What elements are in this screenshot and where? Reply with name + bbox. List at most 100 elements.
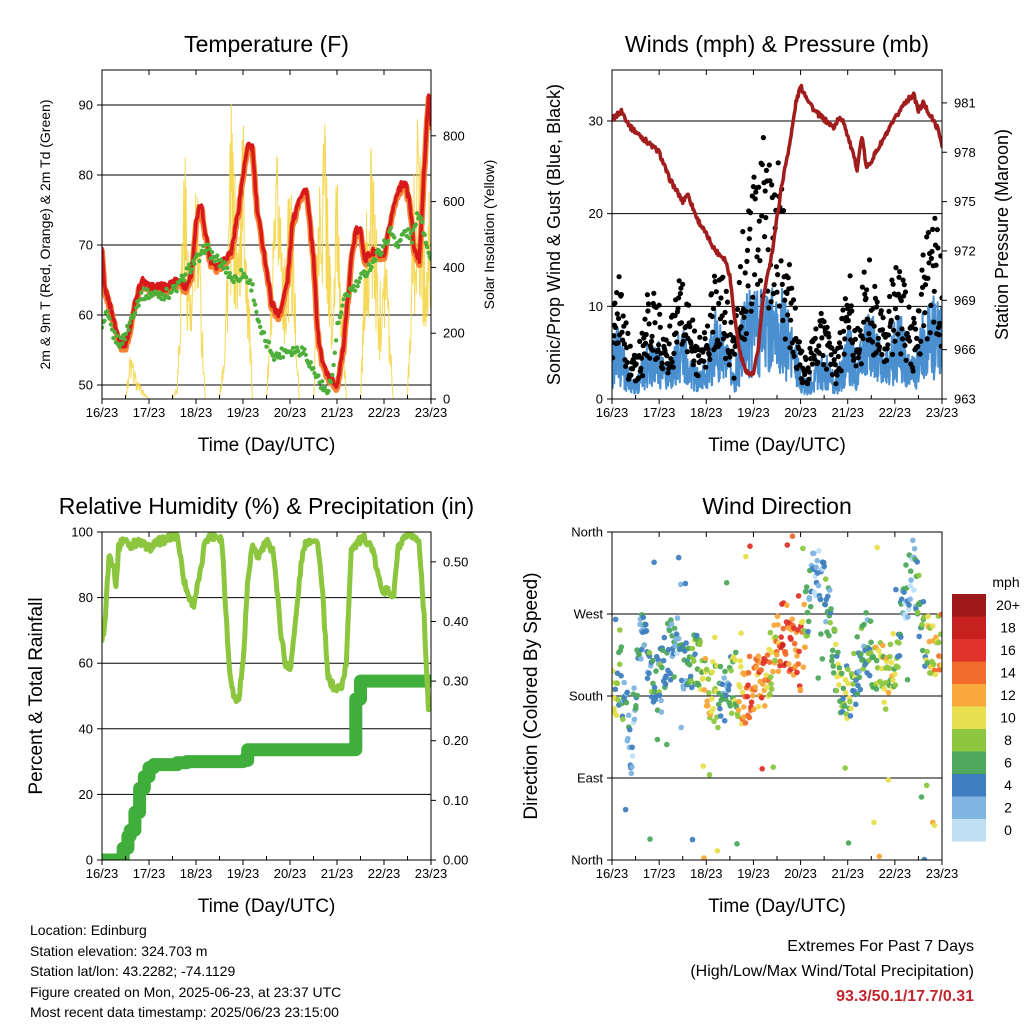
direction-point (629, 753, 636, 759)
gust-point (821, 319, 827, 325)
gust-point (657, 324, 663, 330)
dewpoint-point (102, 325, 105, 330)
direction-point (830, 663, 836, 669)
gust-point (824, 324, 830, 330)
direction-point (647, 836, 653, 842)
gust-point (856, 347, 863, 353)
gust-point (638, 365, 644, 371)
dewpoint-point (254, 309, 259, 315)
direction-point (873, 657, 880, 664)
dewpoint-point (414, 211, 420, 216)
gust-point (807, 345, 813, 351)
y-tick-label: 30 (589, 113, 603, 128)
gust-point (744, 258, 750, 264)
gust-point (614, 311, 620, 317)
y2-tick-label: 978 (954, 145, 976, 160)
direction-point (726, 682, 732, 688)
x-tick-label: 23/23 (926, 405, 959, 420)
gust-point (690, 317, 696, 323)
gust-point (896, 274, 902, 280)
direction-point (893, 586, 899, 593)
dewpoint-point (294, 345, 300, 350)
gust-point (917, 351, 923, 357)
direction-point (885, 777, 892, 783)
gust-point (939, 295, 942, 301)
gust-point (880, 315, 886, 321)
gust-point (703, 364, 709, 370)
x-tick-label: 23/23 (415, 866, 448, 881)
gust-point (787, 345, 793, 351)
dewpoint-point (223, 270, 229, 275)
direction-point (721, 675, 727, 681)
gust-point (920, 252, 926, 258)
gust-point (786, 262, 793, 268)
direction-point (911, 587, 917, 593)
dewpoint-point (379, 251, 384, 256)
x-axis-label: Time (Day/UTC) (198, 435, 336, 456)
dewpoint-point (141, 286, 146, 291)
gust-point (771, 282, 777, 288)
x-tick-label: 17/23 (133, 866, 166, 881)
gust-point (732, 351, 738, 357)
gust-point (612, 355, 616, 361)
gust-point (754, 254, 760, 260)
gust-point (812, 335, 818, 341)
gust-point (893, 265, 899, 271)
gust-point (898, 298, 904, 304)
dewpoint-point (131, 314, 136, 319)
direction-point (775, 622, 781, 628)
gust-point (710, 329, 716, 335)
gust-point (624, 359, 630, 366)
dewpoint-point (308, 360, 313, 365)
colorbar-label: 20+ (996, 597, 1020, 613)
direction-point (866, 672, 873, 679)
gust-point (676, 278, 682, 284)
dewpoint-point (326, 388, 331, 394)
gust-point (876, 344, 883, 350)
direction-point (815, 582, 822, 589)
direction-point (631, 716, 638, 723)
gust-point (755, 281, 761, 287)
gust-point (938, 343, 942, 349)
direction-point (836, 665, 843, 671)
gust-point (635, 375, 642, 381)
gust-point (879, 327, 886, 333)
x-axis-label: Time (Day/UTC) (708, 896, 846, 917)
direction-point (782, 651, 789, 657)
x-tick-label: 20/23 (784, 866, 817, 881)
direction-point (758, 694, 765, 701)
direction-point (926, 638, 933, 645)
gust-point (932, 215, 938, 221)
direction-point (840, 695, 846, 702)
panel-4: 16/23 17/23 18/23 19/23 20/23 21/23 22/23 23/23… (521, 493, 958, 917)
colorbar-swatch (952, 594, 986, 617)
x-tick-label: 19/23 (227, 405, 260, 420)
direction-point (701, 687, 708, 693)
gust-point (731, 375, 737, 381)
direction-point (814, 557, 820, 564)
x-tick-label: 21/23 (321, 405, 354, 420)
direction-point (805, 628, 811, 635)
direction-point (836, 682, 842, 688)
gust-point (645, 301, 652, 307)
dewpoint-point (256, 319, 262, 324)
x-tick-label: 19/23 (227, 866, 260, 881)
gust-point (794, 365, 800, 372)
dewpoint-point (104, 309, 110, 314)
gust-point (928, 255, 935, 261)
direction-point (819, 656, 826, 662)
direction-point (905, 606, 912, 613)
gust-point (792, 305, 798, 311)
x-tick-label: 18/23 (180, 866, 213, 881)
direction-point (911, 545, 918, 552)
gust-point (818, 323, 824, 329)
direction-point (697, 639, 703, 645)
direction-point (784, 602, 790, 608)
dewpoint-point (218, 257, 224, 263)
direction-point (854, 634, 860, 640)
direction-point (741, 704, 747, 710)
dewpoint-point (346, 293, 351, 298)
x-tick-label: 16/23 (596, 866, 629, 881)
gust-point (656, 302, 662, 308)
y2-axis-label: Station Pressure (Maroon) (992, 129, 1012, 340)
